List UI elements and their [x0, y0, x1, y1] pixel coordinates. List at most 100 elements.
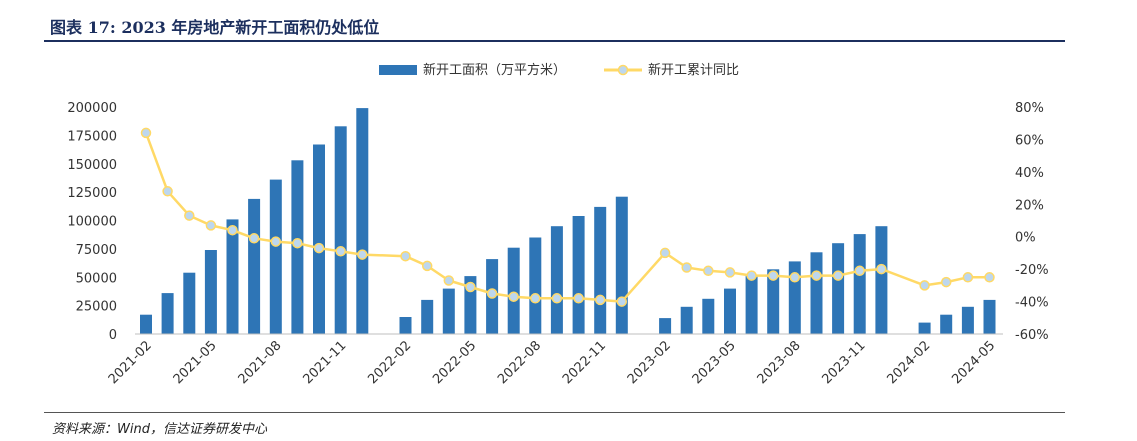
line-point: [919, 280, 930, 291]
bar: [659, 318, 672, 334]
line-point: [832, 270, 844, 281]
left-axis-tick-label: 75000: [76, 243, 117, 258]
legend-bar-swatch: [379, 65, 417, 75]
line-point: [357, 249, 368, 260]
line-point: [313, 242, 325, 254]
bar: [204, 250, 217, 334]
bar: [724, 288, 736, 334]
bar: [334, 126, 347, 334]
bar: [745, 276, 758, 334]
line-point: [659, 247, 671, 259]
line-point: [205, 220, 217, 231]
line-point: [854, 265, 865, 277]
x-axis-tick-label: 2024-02: [884, 338, 933, 387]
left-axis-tick-label: 125000: [67, 186, 117, 201]
x-axis-tick-label: 2021-11: [300, 338, 349, 387]
bar: [767, 269, 780, 334]
x-axis-tick-label: 2021-08: [236, 338, 285, 387]
x-axis-tick-label: 2021-02: [106, 338, 155, 387]
x-axis-tick-label: 2023-02: [625, 338, 674, 387]
bar: [810, 252, 823, 334]
bar: [226, 219, 239, 334]
figure-title: 图表 17: 2023 年房地产新开工面积仍处低位: [50, 18, 380, 37]
bar-series: [140, 108, 996, 334]
line-point: [508, 291, 519, 302]
line-point: [400, 250, 411, 262]
line-point: [443, 275, 455, 286]
x-axis-tick-label: 2022-08: [495, 338, 544, 387]
line-point: [703, 265, 714, 277]
x-axis-tick-label: 2021-05: [171, 338, 220, 387]
left-axis-tick-label: 175000: [67, 129, 117, 144]
line-point: [767, 270, 779, 281]
bar: [918, 322, 931, 334]
bar: [702, 298, 715, 334]
bar: [183, 272, 196, 334]
x-axis-tick-label: 2022-11: [560, 338, 609, 387]
line-point: [335, 246, 346, 257]
left-axis-tick-label: 150000: [67, 158, 117, 173]
x-axis-tick-label: 2022-02: [365, 338, 414, 387]
line-point: [140, 127, 152, 139]
right-axis-tick-label: 20%: [1015, 198, 1044, 213]
bar: [550, 226, 563, 334]
legend-line-marker: [617, 64, 629, 76]
bar: [529, 237, 542, 334]
bar: [313, 144, 325, 334]
line-point: [616, 296, 628, 307]
bar: [442, 288, 455, 334]
line-point: [876, 263, 887, 275]
line-point: [940, 276, 952, 288]
bar: [680, 306, 693, 334]
line-point: [421, 260, 433, 272]
left-axis: 0 25000 50000 75000 100000 125000 150000 175000…: [67, 101, 117, 343]
right-axis-tick-label: 60%: [1015, 133, 1044, 148]
line-point: [984, 272, 995, 283]
line-point: [465, 281, 476, 293]
x-axis-tick-label: 2024-05: [949, 338, 998, 387]
x-axis-tick-label: 2023-11: [820, 338, 869, 387]
bar: [507, 247, 520, 334]
right-axis-tick-label: 0%: [1015, 231, 1036, 246]
bar: [399, 317, 412, 334]
title-rule: [44, 40, 1065, 42]
line-point: [292, 237, 303, 249]
right-axis: -60% -40% -20% 0% 20% 40% 60% 80%: [1015, 101, 1049, 343]
line-point: [681, 262, 692, 273]
bar: [594, 206, 607, 334]
bar: [983, 299, 996, 334]
bar: [161, 293, 174, 334]
legend-bar-label: 新开工面积（万平方米）: [423, 62, 566, 78]
line-point: [530, 293, 541, 304]
bar: [615, 196, 628, 334]
bar: [356, 108, 369, 334]
bar: [853, 234, 866, 334]
source-rule: [44, 412, 1065, 413]
line-point: [811, 270, 822, 281]
bar: [875, 226, 888, 334]
x-axis-tick-label: 2023-05: [690, 338, 739, 387]
line-series: [140, 127, 995, 307]
bar: [421, 299, 434, 334]
x-axis-tick-label: 2023-08: [755, 338, 804, 387]
bar: [832, 243, 845, 334]
right-axis-tick-label: -40%: [1015, 296, 1049, 311]
right-axis-tick-label: 80%: [1015, 101, 1044, 116]
legend-line-label: 新开工累计同比: [648, 62, 739, 78]
line-point: [227, 224, 238, 236]
line-point: [573, 293, 584, 304]
right-axis-tick-label: 40%: [1015, 166, 1044, 181]
bar: [248, 198, 261, 334]
right-axis-tick-label: -60%: [1015, 328, 1049, 343]
left-axis-tick-label: 0: [109, 328, 117, 343]
bar: [961, 306, 974, 334]
line-point: [486, 288, 498, 299]
left-axis-tick-label: 200000: [67, 101, 117, 116]
source-note: 资料来源：Wind，信达证券研发中心: [52, 422, 267, 437]
x-axis: 2021-02 2021-05 2021-08 2021-11 2022-02 2022-…: [106, 333, 1003, 387]
left-axis-tick-label: 25000: [76, 300, 117, 315]
line-point: [746, 270, 757, 281]
line-point: [551, 293, 563, 304]
line-point: [789, 272, 801, 283]
bar: [140, 314, 152, 334]
